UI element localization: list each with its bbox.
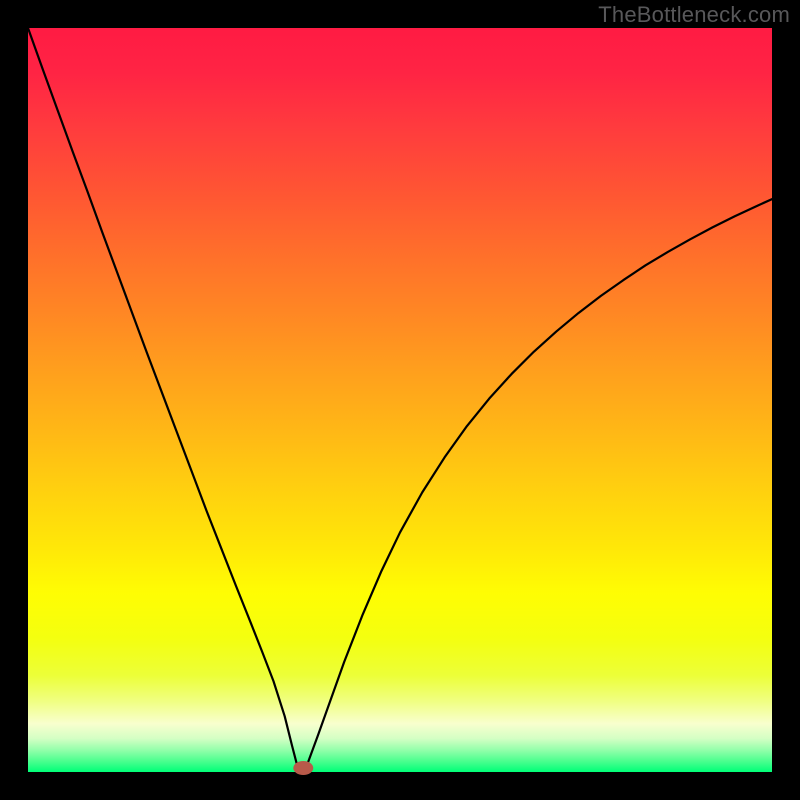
- plot-background: [28, 28, 772, 772]
- chart-container: TheBottleneck.com: [0, 0, 800, 800]
- optimal-point-marker: [293, 761, 313, 775]
- bottleneck-curve-chart: [0, 0, 800, 800]
- watermark-text: TheBottleneck.com: [598, 2, 790, 28]
